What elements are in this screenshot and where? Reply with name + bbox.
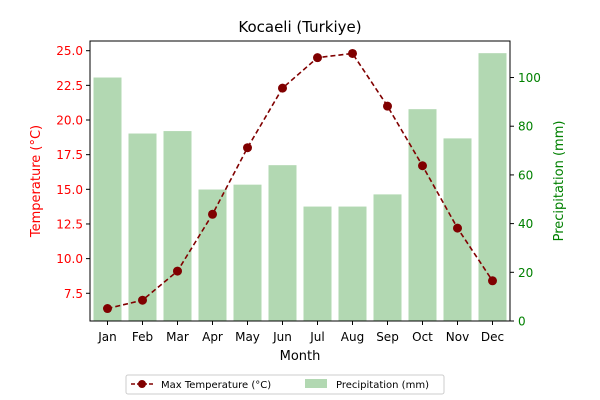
precip-bar-jul [303, 206, 332, 321]
legend-box [125, 374, 445, 395]
temp-point-may [243, 143, 252, 153]
left-tick-label: 15.0 [56, 183, 83, 197]
left-tick-label: 25.0 [56, 44, 83, 58]
precip-bar-aug [338, 206, 367, 321]
temp-point-apr [208, 209, 217, 219]
precip-bar-feb [128, 133, 157, 321]
temp-point-oct [418, 161, 427, 171]
left-tick-label: 20.0 [56, 114, 83, 128]
precip-bar-jan [93, 77, 122, 322]
legend-label-precipitation: Precipitation (mm) [336, 380, 429, 391]
temp-point-jun [278, 83, 287, 93]
temperature-line-layer [103, 48, 497, 314]
plot-frame [89, 40, 511, 322]
x-tick-label: Nov [446, 330, 469, 344]
temp-point-dec [488, 276, 497, 286]
x-tick-label: Feb [132, 330, 153, 344]
x-tick-label: Oct [412, 330, 433, 344]
left-tick-label: 7.5 [64, 287, 83, 301]
x-tick-label: Apr [202, 330, 223, 344]
legend-bar-swatch [305, 379, 327, 388]
x-tick-label: May [235, 330, 260, 344]
left-tick-label: 17.5 [56, 148, 83, 162]
right-axis-label: Precipitation (mm) [552, 121, 567, 242]
temp-point-jan [103, 304, 112, 314]
x-tick-label: Aug [341, 330, 364, 344]
temp-point-sep [383, 101, 392, 111]
right-axis: 0 20 40 60 80 100 [510, 71, 541, 329]
left-tick-label: 10.0 [56, 252, 83, 266]
right-tick-label: 20 [518, 266, 533, 280]
left-axis-label: Temperature (°C) [29, 125, 44, 238]
temp-point-jul [313, 53, 322, 63]
legend-label-temperature: Max Temperature (°C) [161, 380, 271, 391]
temp-point-aug [348, 48, 357, 58]
right-tick-label: 40 [518, 217, 533, 231]
x-tick-label: Jan [97, 330, 117, 344]
x-tick-label: Dec [481, 330, 504, 344]
x-tick-label: Mar [166, 330, 189, 344]
left-tick-label: 12.5 [56, 217, 83, 231]
left-tick-label: 22.5 [56, 79, 83, 93]
x-axis-label: Month [280, 349, 321, 364]
temp-point-mar [173, 266, 182, 276]
precip-bar-apr [198, 189, 227, 321]
precip-bar-mar [163, 131, 192, 321]
right-tick-label: 0 [518, 315, 526, 329]
precip-bar-sep [373, 194, 402, 321]
precip-bar-jun [268, 165, 297, 321]
right-tick-label: 80 [518, 120, 533, 134]
x-tick-label: Jul [309, 330, 324, 344]
legend: Max Temperature (°C) Precipitation (mm) [125, 374, 445, 395]
x-axis: Jan Feb Mar Apr May Jun Jul Aug Sep Oct Nov Dec [97, 321, 504, 344]
x-tick-label: Jun [272, 330, 292, 344]
x-tick-label: Sep [376, 330, 399, 344]
left-axis: 7.5 10.0 12.5 15.0 17.5 20.0 22.5 25.0 [56, 44, 90, 301]
right-tick-label: 60 [518, 168, 533, 182]
temp-point-feb [138, 295, 147, 305]
temp-point-nov [453, 223, 462, 233]
precip-bar-may [233, 184, 262, 321]
chart-title: Kocaeli (Turkiye) [238, 18, 361, 36]
right-tick-label: 100 [518, 71, 541, 85]
legend-marker-icon [138, 380, 146, 388]
temperature-line [107, 52, 494, 310]
precip-bar-oct [408, 109, 437, 321]
precipitation-bars [93, 53, 507, 322]
